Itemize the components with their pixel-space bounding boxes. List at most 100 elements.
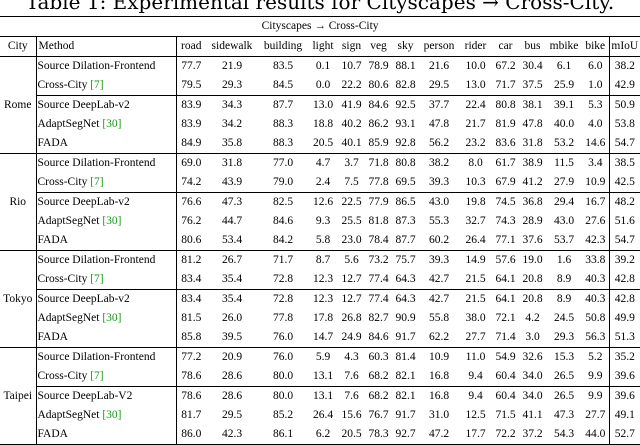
value-cell-sidewalk: 42.3 (206, 425, 258, 445)
value-cell-rider: 23.2 (465, 137, 486, 149)
value-cell-road: 85.8 (175, 328, 206, 348)
value-cell-mbike: 15.3 (546, 347, 582, 367)
value-cell-miou: 51.6 (608, 212, 640, 231)
value-cell-car: 71.5 (495, 409, 516, 421)
table-row: AdaptSegNet [30] 76.2 44.7 84.6 9.3 25.5 81.8 8… (0, 212, 640, 231)
method-cell: AdaptSegNet [30] (35, 406, 176, 425)
column-header-veg: veg (365, 36, 392, 57)
value-cell-bus: 37.2 (519, 425, 546, 445)
citation-link[interactable]: [7] (90, 176, 104, 188)
method-cell: Source Dilation-Frontend (35, 250, 176, 270)
value-cell-car: 67.9 (495, 176, 516, 188)
citation-link[interactable]: [7] (90, 79, 104, 91)
method-name: Source DeepLab-V2 (37, 390, 133, 402)
column-header-sidewalk: sidewalk (206, 36, 258, 57)
value-cell-road: 79.5 (175, 76, 206, 96)
value-cell-bus: 31.8 (522, 137, 543, 149)
value-cell-bus: 34.0 (522, 370, 543, 382)
value-cell-car: 81.9 (495, 118, 516, 130)
value-cell-rider: 38.0 (465, 312, 486, 324)
value-cell-bus: 37.5 (522, 79, 543, 91)
value-cell-person: 43.0 (419, 192, 459, 212)
value-cell-person: 16.8 (428, 370, 450, 382)
value-cell-car: 72.2 (492, 425, 519, 445)
citation-link[interactable]: [7] (90, 370, 104, 382)
citation-link[interactable]: [30] (102, 215, 122, 227)
citation-link[interactable]: [7] (90, 273, 104, 285)
value-cell-sidewalk: 31.8 (206, 153, 258, 173)
citation-link[interactable]: [30] (102, 118, 122, 130)
citation-link[interactable]: [30] (102, 409, 122, 421)
value-cell-mbike: 24.5 (553, 312, 575, 324)
value-cell-building: 72.8 (258, 289, 308, 309)
method-name: Source DeepLab-v2 (37, 293, 130, 305)
value-cell-sidewalk: 29.5 (221, 409, 243, 421)
value-cell-miou: 42.8 (608, 270, 640, 290)
column-header-mbike: mbike (546, 36, 582, 57)
value-cell-sidewalk: 35.4 (221, 273, 243, 285)
value-cell-light: 4.7 (308, 153, 338, 173)
table-row: Rome Source Dilation-Frontend 77.7 21.9 83.5… (0, 56, 640, 154)
value-cell-bus: 28.9 (522, 215, 543, 227)
value-cell-light: 5.8 (315, 234, 331, 246)
method-name: AdaptSegNet (37, 215, 103, 227)
value-cell-light: 6.2 (308, 425, 338, 445)
value-cell-building: 79.0 (272, 176, 294, 188)
value-cell-light: 12.3 (308, 289, 338, 309)
value-cell-building: 84.2 (272, 234, 294, 246)
value-cell-building: 86.1 (258, 425, 308, 445)
method-name: Source Dilation-Frontend (37, 254, 156, 266)
value-cell-mbike: 39.1 (546, 95, 582, 115)
value-cell-veg: 77.9 (365, 192, 392, 212)
value-cell-bike: 10.9 (585, 176, 606, 188)
value-cell-veg: 85.9 (368, 137, 389, 149)
value-cell-building: 77.0 (258, 153, 308, 173)
value-cell-sign: 12.7 (341, 273, 362, 285)
value-cell-sky: 92.8 (395, 137, 416, 149)
column-header-rider: rider (459, 36, 492, 57)
table-row: Cross-City [7] 83.4 35.4 72.8 12.3 12.7 77.4 64… (0, 270, 640, 290)
value-cell-rider: 26.4 (465, 234, 486, 246)
value-cell-sidewalk: 39.5 (221, 331, 243, 343)
value-cell-car: 71.7 (495, 79, 516, 91)
value-cell-person: 10.9 (419, 347, 459, 367)
value-cell-bike: 27.6 (585, 215, 606, 227)
value-cell-rider: 9.4 (468, 370, 483, 382)
value-cell-veg: 78.4 (368, 234, 389, 246)
value-cell-bike: 9.9 (582, 386, 609, 406)
method-cell: Cross-City [7] (35, 76, 176, 96)
column-header-method: Method (35, 36, 176, 57)
value-cell-bus: 19.0 (519, 250, 546, 270)
value-cell-rider: 13.0 (465, 79, 486, 91)
value-cell-light: 9.3 (315, 215, 331, 227)
method-name: FADA (37, 428, 68, 440)
table-row: Rio Source Dilation-Frontend 69.0 31.8 77.0 4… (0, 153, 640, 251)
citation-link[interactable]: [30] (102, 312, 122, 324)
value-cell-sign: 22.5 (338, 192, 365, 212)
column-header-miou: mIoU (608, 36, 640, 57)
value-cell-miou: 38.5 (608, 153, 640, 173)
value-cell-rider: 22.4 (459, 95, 492, 115)
value-cell-sign: 22.2 (341, 79, 362, 91)
method-name: FADA (37, 234, 68, 246)
method-cell: AdaptSegNet [30] (35, 212, 176, 231)
value-cell-bus: 41.1 (522, 409, 543, 421)
method-cell: Source DeepLab-v2 (35, 192, 176, 212)
value-cell-miou: 39.6 (608, 386, 640, 406)
value-cell-bike: 5.3 (582, 95, 609, 115)
table-row: FADA 86.0 42.3 86.1 6.2 20.5 78.3 92.7 47.2 17.7 7… (0, 425, 640, 445)
value-cell-road: 81.2 (175, 250, 206, 270)
value-cell-person: 31.0 (428, 409, 450, 421)
value-cell-miou: 39.2 (608, 250, 640, 270)
table-row: Taipei Source Dilation-Frontend 77.2 20.9 76… (0, 347, 640, 445)
value-cell-veg: 68.2 (365, 386, 392, 406)
value-cell-miou: 35.2 (608, 347, 640, 367)
value-cell-veg: 80.6 (368, 79, 389, 91)
value-cell-sky: 82.1 (395, 370, 416, 382)
value-cell-mbike: 25.9 (553, 79, 575, 91)
value-cell-sky: 86.5 (392, 192, 419, 212)
value-cell-sidewalk: 34.2 (221, 118, 243, 130)
value-cell-person: 47.8 (428, 118, 450, 130)
method-name: Cross-City (37, 273, 91, 285)
value-cell-sidewalk: 34.3 (206, 95, 258, 115)
